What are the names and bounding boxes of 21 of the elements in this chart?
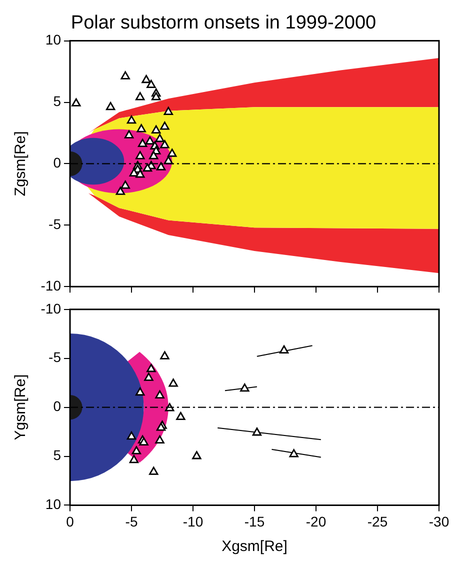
y-tick-label: -10 (40, 300, 62, 316)
y-tick-label: -10 (40, 277, 62, 294)
x-tick-label: -5 (125, 513, 138, 530)
y-tick-label: 10 (45, 496, 62, 512)
x-tick-label: -25 (367, 513, 388, 530)
y-tick-label: -5 (48, 216, 62, 232)
x-tick-label: -20 (306, 513, 326, 530)
y-tick-label: 5 (53, 93, 62, 110)
chart-title: Polar substorm onsets in 1999-2000 (70, 12, 376, 34)
y-tick-label: 10 (45, 32, 62, 48)
x-tick-label: -15 (244, 513, 265, 530)
y-axis-title: Ygsm[Re] (12, 374, 30, 440)
y-tick-label: 0 (53, 154, 62, 171)
x-tick-label: 0 (66, 513, 74, 530)
y-tick-label: 0 (53, 398, 62, 414)
x-tick-label: -10 (182, 513, 204, 530)
y-tick-label: 5 (53, 447, 62, 464)
x-axis-title: Xgsm[Re] (222, 538, 288, 556)
y-tick-label: -5 (48, 349, 62, 366)
y-axis-title: Zgsm[Re] (12, 131, 30, 196)
x-tick-label: -30 (428, 513, 450, 530)
